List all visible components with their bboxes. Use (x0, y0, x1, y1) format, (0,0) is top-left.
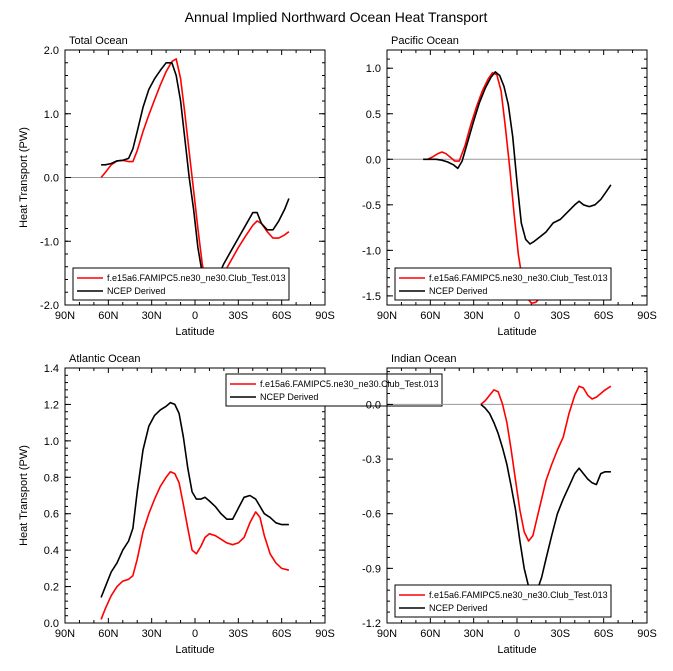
x-tick-label: 60S (272, 628, 292, 640)
x-axis-label: Latitude (497, 644, 536, 656)
x-tick-label: 90S (637, 628, 657, 640)
legend-label: f.e15a6.FAMIPC5.ne30_ne30.Club_Test.013 (107, 273, 286, 283)
x-tick-label: 30S (229, 310, 249, 322)
chart-panel: 90N 60N 30N 0 30S 60S 90S -1.5 -1.0 -0.5 0.0 0.5 1.0… (362, 35, 657, 338)
x-tick-label: 60N (420, 310, 440, 322)
y-tick-label: 0.6 (44, 509, 59, 521)
legend: f.e15a6.FAMIPC5.ne30_ne30.Club_Test.013 N… (72, 267, 290, 301)
x-axis-label: Latitude (175, 644, 214, 656)
legend-label: f.e15a6.FAMIPC5.ne30_ne30.Club_Test.013 (429, 273, 608, 283)
x-tick-label: 90N (55, 628, 75, 640)
x-tick-label: 90N (377, 310, 397, 322)
legend-label: NCEP Derived (107, 286, 165, 296)
y-tick-label: -0.3 (362, 454, 381, 466)
y-tick-label: 0.8 (44, 472, 59, 484)
x-tick-label: 60N (420, 628, 440, 640)
x-tick-label: 30S (229, 628, 249, 640)
y-tick-label: -1.0 (362, 245, 381, 257)
series-line-ncep (423, 71, 612, 245)
x-tick-label: 90S (315, 628, 335, 640)
x-tick-label: 30N (142, 628, 162, 640)
legend-label: f.e15a6.FAMIPC5.ne30_ne30.Club_Test.013 (429, 590, 608, 600)
series-line-ncep (100, 401, 289, 598)
panels: 90N 60N 30N 0 30S 60S 90S -2.0 -1.0 0.0 1.0 2.0 Tota… (18, 35, 657, 656)
x-tick-label: 0 (192, 310, 198, 322)
x-tick-label: 0 (514, 310, 520, 322)
y-axis-label: Heat Transport (PW) (18, 445, 30, 546)
y-tick-label: 0.0 (366, 399, 381, 411)
x-tick-label: 30S (551, 628, 571, 640)
chart-panel: 90N 60N 30N 0 30S 60S 90S 0.0 0.2 0.4 0.6 0.8 1.0 1.2… (18, 353, 443, 656)
y-tick-label: 1.4 (44, 363, 59, 375)
panel-title: Total Ocean (69, 35, 128, 47)
x-tick-label: 60S (594, 628, 614, 640)
x-tick-label: 0 (192, 628, 198, 640)
y-tick-label: -2.0 (40, 300, 59, 312)
panel-title: Indian Ocean (391, 353, 456, 365)
legend-label: NCEP Derived (429, 286, 487, 296)
y-tick-label: 0.0 (366, 154, 381, 166)
y-tick-label: 0.0 (44, 173, 59, 185)
x-tick-label: 30S (551, 310, 571, 322)
series-line-model (480, 385, 612, 542)
y-tick-label: 1.0 (44, 109, 59, 121)
y-tick-label: -0.5 (362, 200, 381, 212)
x-tick-label: 0 (514, 628, 520, 640)
series-line-ncep (101, 61, 290, 284)
y-tick-label: -1.5 (362, 291, 381, 303)
x-tick-label: 90S (315, 310, 335, 322)
panel-title: Pacific Ocean (391, 35, 459, 47)
figure-title: Annual Implied Northward Ocean Heat Tran… (185, 9, 488, 25)
y-tick-label: -1.2 (362, 618, 381, 630)
x-axis-label: Latitude (497, 326, 536, 338)
y-tick-label: 0.5 (366, 109, 381, 121)
legend-label: f.e15a6.FAMIPC5.ne30_ne30.Club_Test.013 (260, 379, 439, 389)
legend-box (394, 584, 612, 618)
y-tick-label: 0.4 (44, 545, 59, 557)
y-tick-label: 1.2 (44, 399, 59, 411)
y-tick-label: -0.9 (362, 563, 381, 575)
y-tick-label: -1.0 (40, 236, 59, 248)
legend: f.e15a6.FAMIPC5.ne30_ne30.Club_Test.013 N… (394, 584, 612, 618)
y-tick-label: 2.0 (44, 45, 59, 57)
legend-label: NCEP Derived (429, 603, 487, 613)
series-line-ncep (480, 403, 611, 597)
y-tick-label: 1.0 (44, 436, 59, 448)
chart-panel: 90N 60N 30N 0 30S 60S 90S -1.2 -0.9 -0.6 -0.3 0.0 In… (362, 353, 657, 656)
legend-box (72, 267, 290, 301)
y-tick-label: 0.2 (44, 582, 59, 594)
y-tick-label: 1.0 (366, 63, 381, 75)
legend: f.e15a6.FAMIPC5.ne30_ne30.Club_Test.013 N… (225, 373, 443, 407)
y-axis-label: Heat Transport (PW) (18, 127, 30, 228)
x-tick-label: 30N (464, 310, 484, 322)
x-tick-label: 90N (377, 628, 397, 640)
legend: f.e15a6.FAMIPC5.ne30_ne30.Club_Test.013 N… (394, 267, 612, 301)
legend-box (225, 373, 443, 407)
chart-panel: 90N 60N 30N 0 30S 60S 90S -2.0 -1.0 0.0 1.0 2.0 Tota… (18, 35, 335, 338)
x-tick-label: 30N (464, 628, 484, 640)
x-tick-label: 90S (637, 310, 657, 322)
panel-title: Atlantic Ocean (69, 353, 141, 365)
x-tick-label: 60N (98, 628, 118, 640)
series-line-model (100, 58, 290, 297)
legend-label: NCEP Derived (260, 392, 318, 402)
y-tick-label: 0.0 (44, 618, 59, 630)
x-axis-label: Latitude (175, 326, 214, 338)
x-tick-label: 60S (594, 310, 614, 322)
x-tick-label: 60N (98, 310, 118, 322)
x-tick-label: 30N (142, 310, 162, 322)
x-tick-label: 90N (55, 310, 75, 322)
y-tick-label: -0.6 (362, 509, 381, 521)
series-line-model (100, 470, 290, 620)
legend-box (394, 267, 612, 301)
x-tick-label: 60S (272, 310, 292, 322)
